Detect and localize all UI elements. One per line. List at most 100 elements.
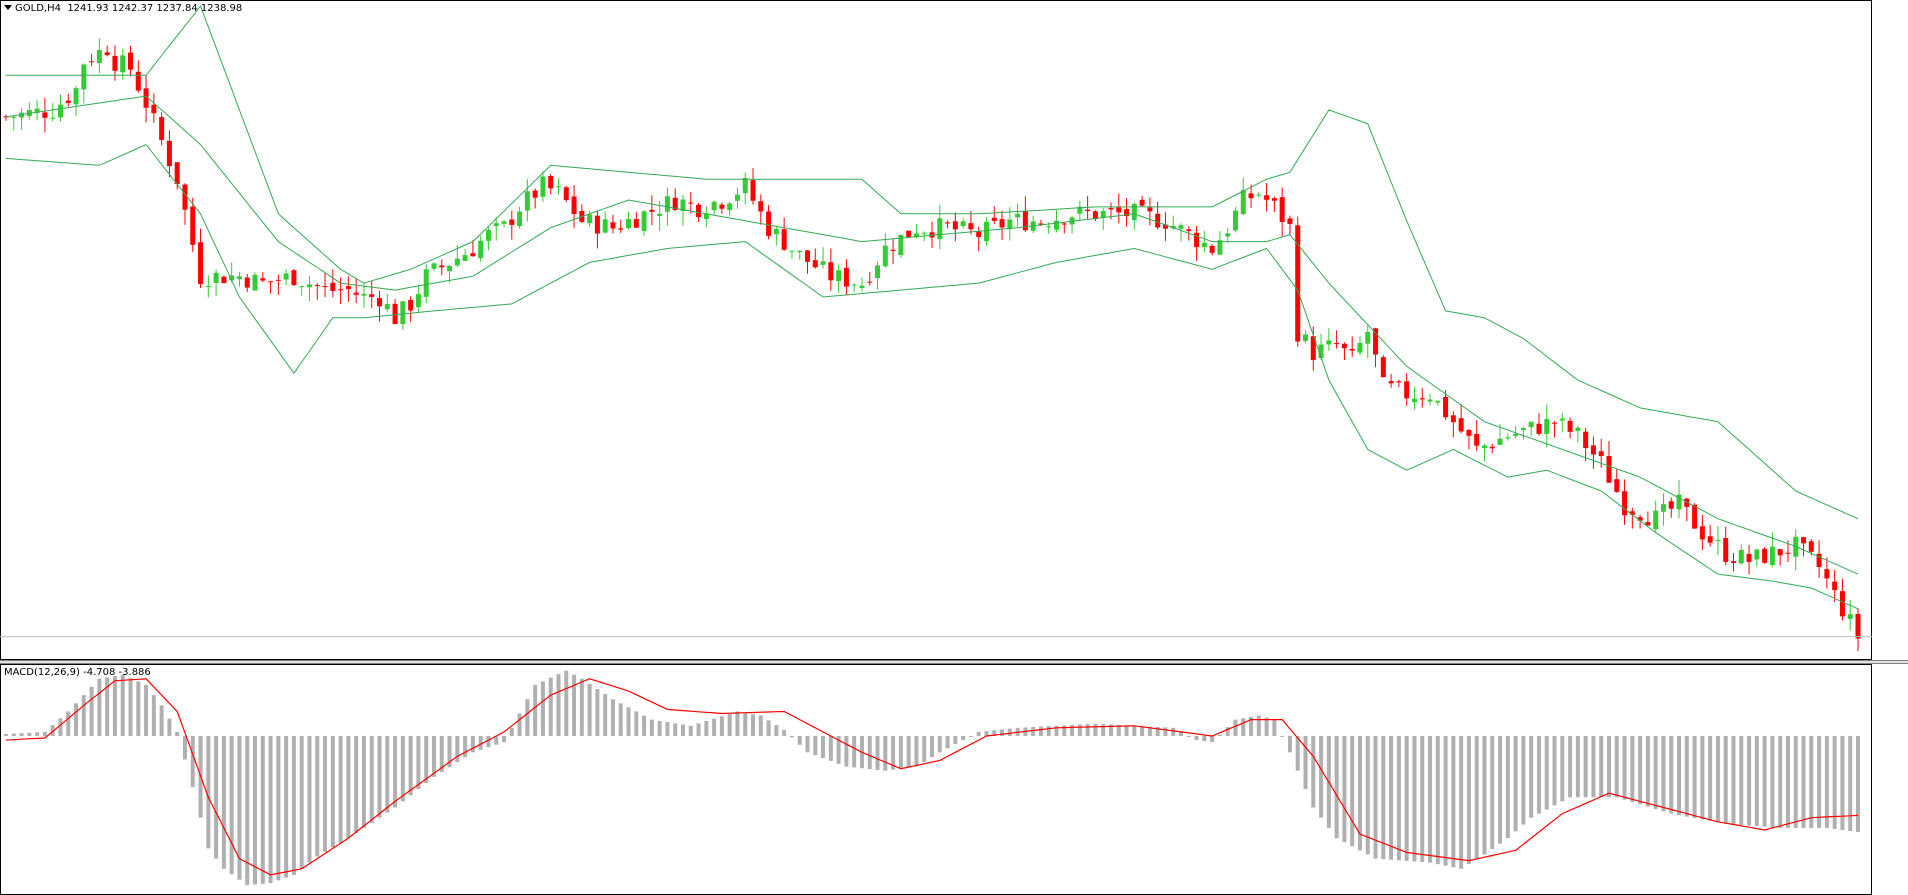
macd-histogram-bar xyxy=(891,735,896,770)
candle-down xyxy=(1116,207,1122,213)
candle-up xyxy=(96,50,102,64)
pane-separator[interactable] xyxy=(0,660,1908,664)
candle-down xyxy=(758,201,764,212)
macd-histogram-bar xyxy=(1583,735,1588,798)
candle-up xyxy=(57,104,63,118)
price-pane[interactable] xyxy=(0,0,1872,660)
macd-histogram-bar xyxy=(35,732,40,736)
candle-down xyxy=(1785,552,1791,554)
macd-histogram-bar xyxy=(1661,735,1666,812)
macd-histogram-bar xyxy=(1785,735,1790,828)
macd-histogram-bar xyxy=(237,735,242,880)
macd-pane[interactable] xyxy=(0,664,1872,895)
candle-down xyxy=(1637,517,1643,521)
candle-down xyxy=(633,219,639,228)
macd-histogram-bar xyxy=(1544,735,1549,810)
macd-histogram-bar xyxy=(1575,735,1580,798)
price-axis[interactable] xyxy=(1872,0,1908,660)
candle-up xyxy=(797,250,803,253)
macd-histogram-bar xyxy=(1645,735,1650,807)
macd-histogram-bar xyxy=(556,674,561,736)
candle-down xyxy=(952,221,958,230)
macd-histogram-bar xyxy=(789,735,794,738)
candle-down xyxy=(330,282,336,291)
candle-up xyxy=(680,199,686,212)
candle-up xyxy=(517,211,523,227)
macd-histogram-bar xyxy=(1241,718,1246,736)
candle-up xyxy=(1575,427,1581,431)
macd-histogram-bar xyxy=(478,735,483,750)
macd-histogram-bar xyxy=(1443,735,1448,866)
macd-histogram-bar xyxy=(1054,725,1059,736)
macd-axis[interactable] xyxy=(1872,664,1908,895)
candle-down xyxy=(649,209,655,212)
candle-down xyxy=(470,253,476,257)
candle-down xyxy=(166,140,172,167)
macd-histogram-bar xyxy=(1715,735,1720,823)
macd-histogram-bar xyxy=(1062,725,1067,736)
candle-up xyxy=(921,232,927,234)
macd-histogram-bar xyxy=(1101,724,1106,736)
macd-histogram-bar xyxy=(408,735,413,796)
candle-up xyxy=(875,265,881,279)
macd-histogram-bar xyxy=(1264,717,1269,736)
macd-chart: 3.3270.00-7.587 xyxy=(4,664,1908,895)
candle-down xyxy=(1209,245,1215,253)
candle-down xyxy=(1139,199,1145,206)
macd-histogram-bar xyxy=(89,686,94,736)
candle-down xyxy=(1855,613,1861,639)
candle-down xyxy=(1808,541,1814,552)
macd-histogram-bar xyxy=(27,732,32,736)
macd-histogram-bar xyxy=(385,735,390,813)
macd-histogram-bar xyxy=(1108,724,1113,736)
candle-up xyxy=(361,293,367,296)
candle-up xyxy=(1318,344,1324,358)
macd-histogram-bar xyxy=(961,735,966,741)
candle-down xyxy=(906,230,912,238)
candle-up xyxy=(587,214,593,224)
candle-down xyxy=(104,52,110,56)
candle-up xyxy=(1481,445,1487,448)
macd-histogram-bar xyxy=(579,678,584,736)
macd-histogram-bar xyxy=(1614,735,1619,798)
macd-histogram-bar xyxy=(634,711,639,736)
candle-down xyxy=(804,250,810,262)
macd-histogram-bar xyxy=(548,677,553,736)
macd-histogram-bar xyxy=(1684,735,1689,817)
candle-down xyxy=(867,281,873,283)
macd-histogram-bar xyxy=(284,735,289,878)
macd-histogram-bar xyxy=(502,735,507,743)
macd-histogram-bar xyxy=(774,725,779,736)
candle-up xyxy=(664,196,670,212)
macd-histogram-bar xyxy=(182,735,187,760)
chart-menu-triangle-icon[interactable] xyxy=(4,5,12,10)
macd-histogram-bar xyxy=(1132,725,1137,736)
macd-histogram-bar xyxy=(1459,735,1464,869)
candle-down xyxy=(610,222,616,229)
macd-histogram-bar xyxy=(253,735,258,885)
macd-histogram-bar xyxy=(1474,735,1479,860)
candle-down xyxy=(1692,504,1698,529)
macd-histogram-bar xyxy=(595,688,600,736)
candle-down xyxy=(1622,491,1628,516)
macd-histogram-bar xyxy=(323,735,328,852)
candle-up xyxy=(1427,399,1433,402)
macd-histogram-bar xyxy=(431,735,436,777)
macd-histogram-bar xyxy=(1217,734,1222,736)
macd-histogram-bar xyxy=(1038,726,1043,736)
macd-histogram-bar xyxy=(1568,735,1573,798)
macd-histogram-bar xyxy=(618,703,623,736)
macd-histogram-bar xyxy=(1147,726,1152,736)
candle-up xyxy=(1715,540,1721,542)
macd-histogram-bar xyxy=(1249,716,1254,736)
candle-up xyxy=(1256,194,1262,196)
candle-down xyxy=(345,286,351,290)
candle-down xyxy=(377,298,383,307)
candle-down xyxy=(1124,209,1130,216)
macd-histogram-bar xyxy=(1287,735,1292,753)
candle-up xyxy=(1365,331,1371,344)
macd-histogram-bar xyxy=(377,735,382,818)
macd-histogram-bar xyxy=(1031,726,1036,736)
candle-down xyxy=(945,222,951,224)
